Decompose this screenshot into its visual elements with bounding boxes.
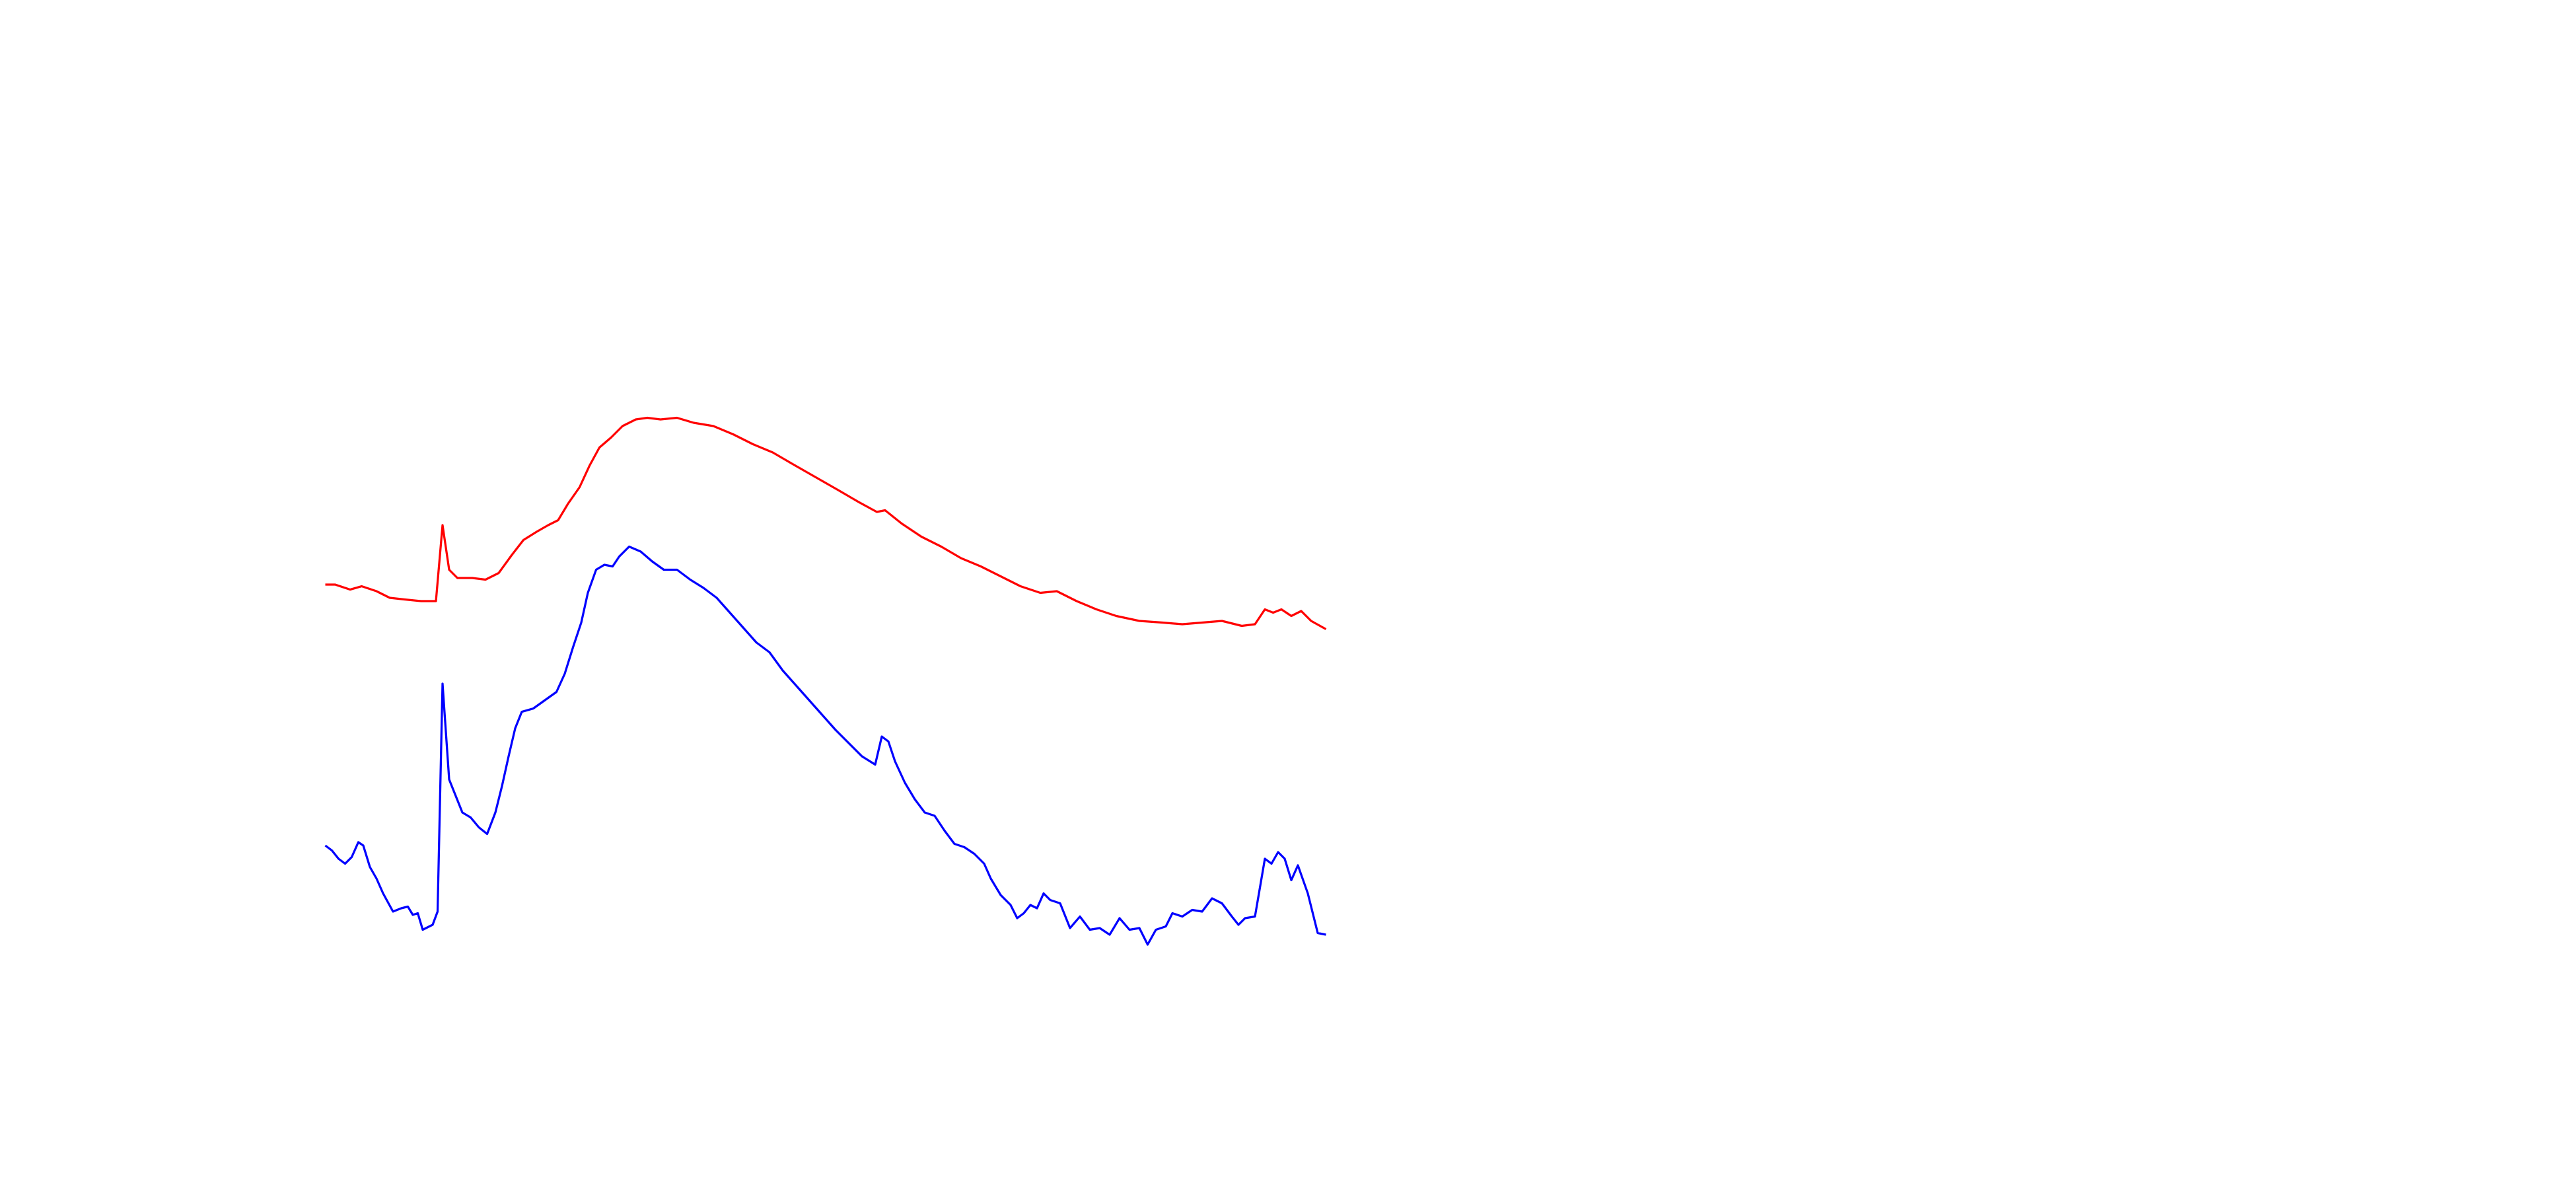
line-series: [325, 416, 1327, 630]
line-series: [324, 545, 1326, 946]
